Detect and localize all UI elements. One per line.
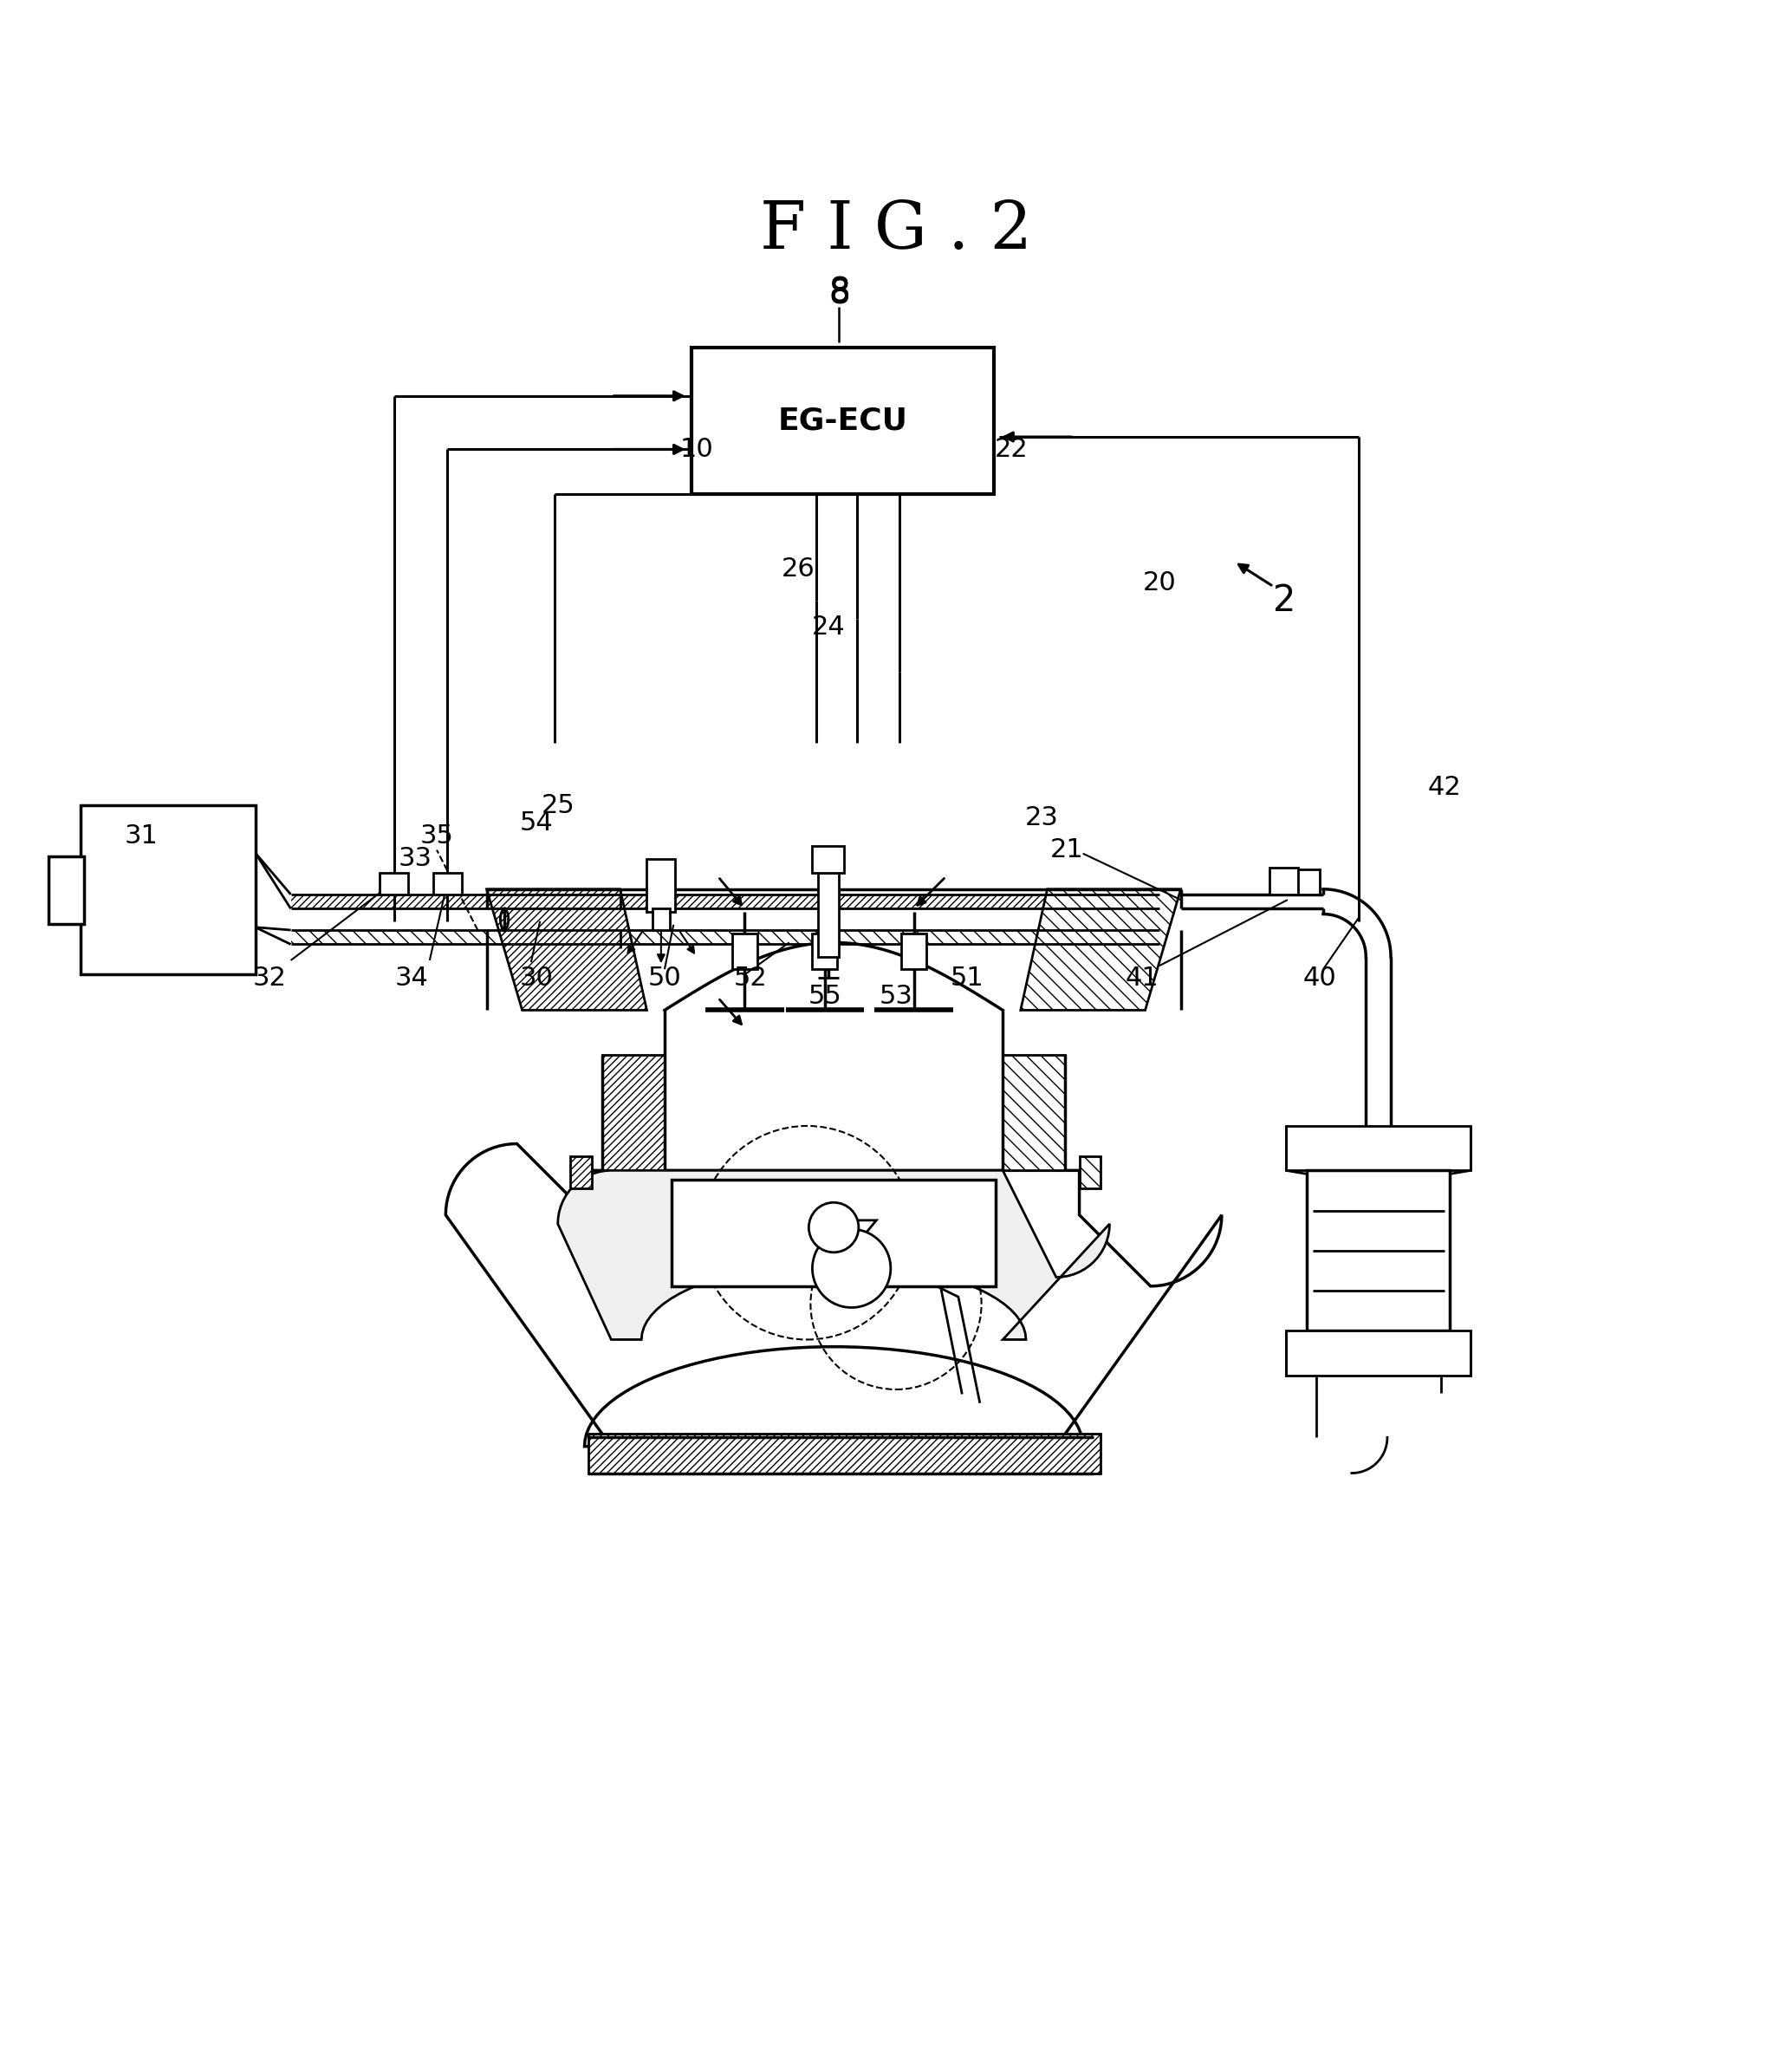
Text: F I G . 2: F I G . 2 bbox=[760, 197, 1032, 263]
Bar bbox=[1288, 870, 1319, 894]
Text: 2: 2 bbox=[1272, 582, 1296, 619]
Text: 26: 26 bbox=[781, 555, 815, 582]
Text: 34: 34 bbox=[394, 966, 428, 991]
Text: 33: 33 bbox=[398, 847, 432, 872]
Bar bbox=[434, 874, 462, 894]
Text: 25: 25 bbox=[541, 794, 575, 818]
Text: 53: 53 bbox=[880, 983, 912, 1009]
Text: 32: 32 bbox=[253, 966, 287, 991]
Bar bbox=[1271, 868, 1297, 894]
Bar bbox=[817, 874, 839, 956]
Text: 50: 50 bbox=[649, 966, 681, 991]
Polygon shape bbox=[1021, 888, 1181, 1009]
Text: 41: 41 bbox=[1125, 966, 1158, 991]
Bar bbox=[380, 874, 409, 894]
Bar bbox=[812, 933, 837, 968]
Text: 51: 51 bbox=[950, 966, 984, 991]
Text: 8: 8 bbox=[828, 276, 849, 308]
Bar bbox=[588, 1433, 1100, 1472]
Text: 24: 24 bbox=[812, 615, 846, 639]
Polygon shape bbox=[817, 1221, 876, 1252]
Text: 10: 10 bbox=[679, 436, 713, 463]
Text: 21: 21 bbox=[1050, 837, 1084, 864]
Bar bbox=[81, 806, 254, 975]
Text: 52: 52 bbox=[733, 966, 767, 991]
Bar bbox=[290, 929, 1159, 944]
Bar bbox=[48, 855, 84, 923]
Bar bbox=[812, 847, 844, 874]
Text: 20: 20 bbox=[1143, 570, 1176, 596]
Bar bbox=[1287, 1127, 1471, 1170]
Bar bbox=[1287, 1330, 1471, 1375]
Bar bbox=[901, 933, 926, 968]
Text: 30: 30 bbox=[520, 966, 554, 991]
Text: 55: 55 bbox=[808, 983, 842, 1009]
Text: 31: 31 bbox=[124, 822, 158, 849]
Text: 22: 22 bbox=[995, 436, 1029, 463]
Bar bbox=[570, 1155, 591, 1188]
Bar bbox=[1079, 1155, 1100, 1188]
Text: 54: 54 bbox=[520, 810, 554, 837]
Bar bbox=[652, 909, 670, 929]
Circle shape bbox=[808, 1203, 858, 1252]
Text: EG-ECU: EG-ECU bbox=[778, 407, 907, 436]
Bar bbox=[733, 933, 758, 968]
Text: 40: 40 bbox=[1303, 966, 1337, 991]
Polygon shape bbox=[487, 888, 647, 1009]
Polygon shape bbox=[446, 1143, 1222, 1447]
Bar bbox=[692, 347, 995, 493]
Text: 35: 35 bbox=[419, 822, 453, 849]
Bar bbox=[1306, 1170, 1450, 1330]
Circle shape bbox=[812, 1229, 891, 1308]
Bar bbox=[1004, 1055, 1064, 1170]
Text: 23: 23 bbox=[1025, 806, 1059, 831]
Bar bbox=[672, 1180, 996, 1287]
Bar bbox=[647, 859, 676, 913]
Bar bbox=[602, 1055, 665, 1170]
Text: 8: 8 bbox=[828, 278, 849, 310]
Text: 42: 42 bbox=[1428, 775, 1460, 800]
Bar bbox=[290, 894, 1159, 909]
Polygon shape bbox=[557, 1170, 1109, 1341]
